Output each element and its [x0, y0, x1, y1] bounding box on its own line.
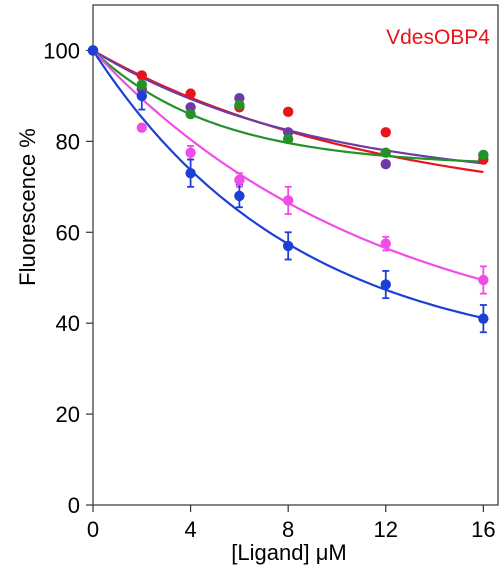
- data-point: [380, 279, 391, 290]
- y-tick-label: 40: [56, 311, 80, 336]
- data-point: [478, 313, 489, 324]
- data-point: [380, 158, 391, 170]
- data-point: [185, 88, 196, 99]
- data-point: [185, 147, 196, 158]
- data-point: [136, 90, 147, 102]
- data-point: [478, 149, 489, 161]
- data-point: [234, 174, 245, 186]
- data-point: [136, 79, 147, 90]
- x-tick-label: 4: [184, 517, 196, 542]
- x-tick-label: 16: [471, 517, 495, 542]
- data-point: [282, 195, 294, 206]
- y-axis-title: Fluorescence %: [15, 128, 40, 286]
- data-point: [234, 99, 245, 111]
- data-points: [87, 45, 489, 324]
- data-point: [136, 122, 147, 133]
- data-point: [380, 127, 391, 138]
- data-point: [282, 133, 294, 145]
- data-point: [380, 238, 391, 249]
- data-point: [282, 240, 294, 252]
- fit-curves: [92, 49, 484, 320]
- error-bars: [138, 81, 487, 334]
- y-tick-label: 60: [56, 220, 80, 245]
- data-point: [478, 274, 489, 286]
- y-tick-label: 0: [68, 493, 80, 518]
- x-axis-title: [Ligand] μM: [231, 540, 346, 565]
- x-tick-label: 12: [374, 517, 398, 542]
- x-tick-label: 8: [282, 517, 294, 542]
- data-point: [185, 167, 196, 179]
- plot-frame: [92, 4, 499, 506]
- data-point: [185, 108, 196, 120]
- data-point: [234, 190, 245, 202]
- y-tick-label: 20: [56, 402, 80, 427]
- x-tick-label: 0: [87, 517, 99, 542]
- y-tick-label: 100: [43, 38, 80, 63]
- data-point: [282, 106, 294, 118]
- axes: 0 4 8 12 16 0 20 40 60 80 100: [43, 38, 495, 542]
- fit-curve: [92, 49, 484, 320]
- data-point: [136, 70, 147, 81]
- data-point: [380, 147, 391, 158]
- chart-title: VdesOBP4: [386, 26, 490, 49]
- data-point: [87, 45, 99, 56]
- y-tick-label: 80: [56, 129, 80, 154]
